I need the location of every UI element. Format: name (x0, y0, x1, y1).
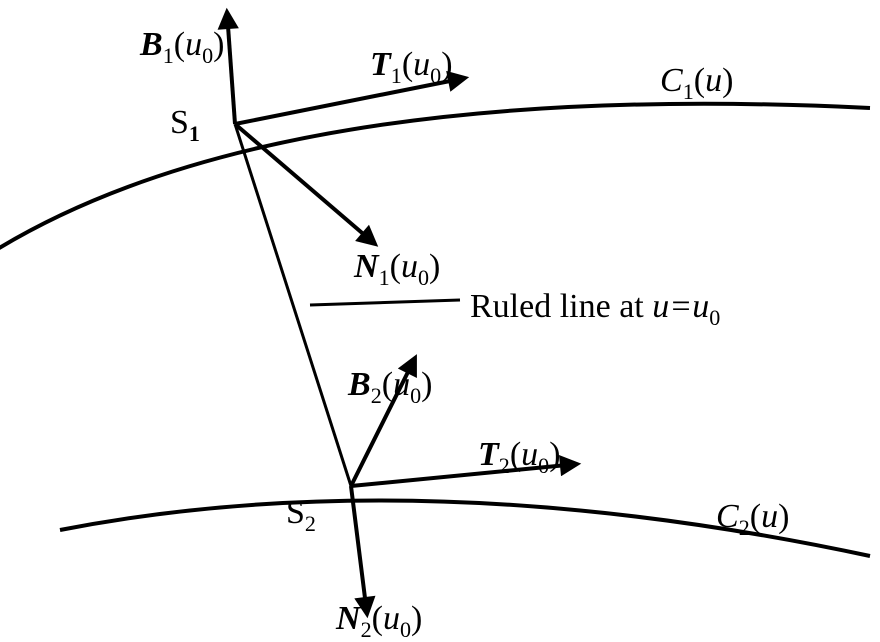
label-ruled-line: Ruled line at u=u0 (470, 290, 720, 329)
label-S2: S2 (286, 496, 316, 535)
label-T1: T1(u0) (370, 48, 453, 87)
label-C2: C2(u) (716, 500, 789, 539)
label-N2: N2(u0) (336, 602, 422, 641)
curve-C1 (0, 104, 870, 260)
diagram-svg (0, 0, 880, 642)
ruled-line-tick (310, 300, 460, 305)
label-T2: T2(u0) (478, 438, 561, 477)
label-B2: B2(u0) (348, 368, 432, 407)
label-S1: S1 (170, 106, 200, 145)
label-N1: N1(u0) (354, 250, 440, 289)
label-C1: C1(u) (660, 64, 733, 103)
vector-B1 (227, 12, 235, 124)
vector-N1 (235, 124, 375, 244)
vector-N2 (351, 486, 367, 614)
label-B1: B1(u0) (140, 28, 224, 67)
